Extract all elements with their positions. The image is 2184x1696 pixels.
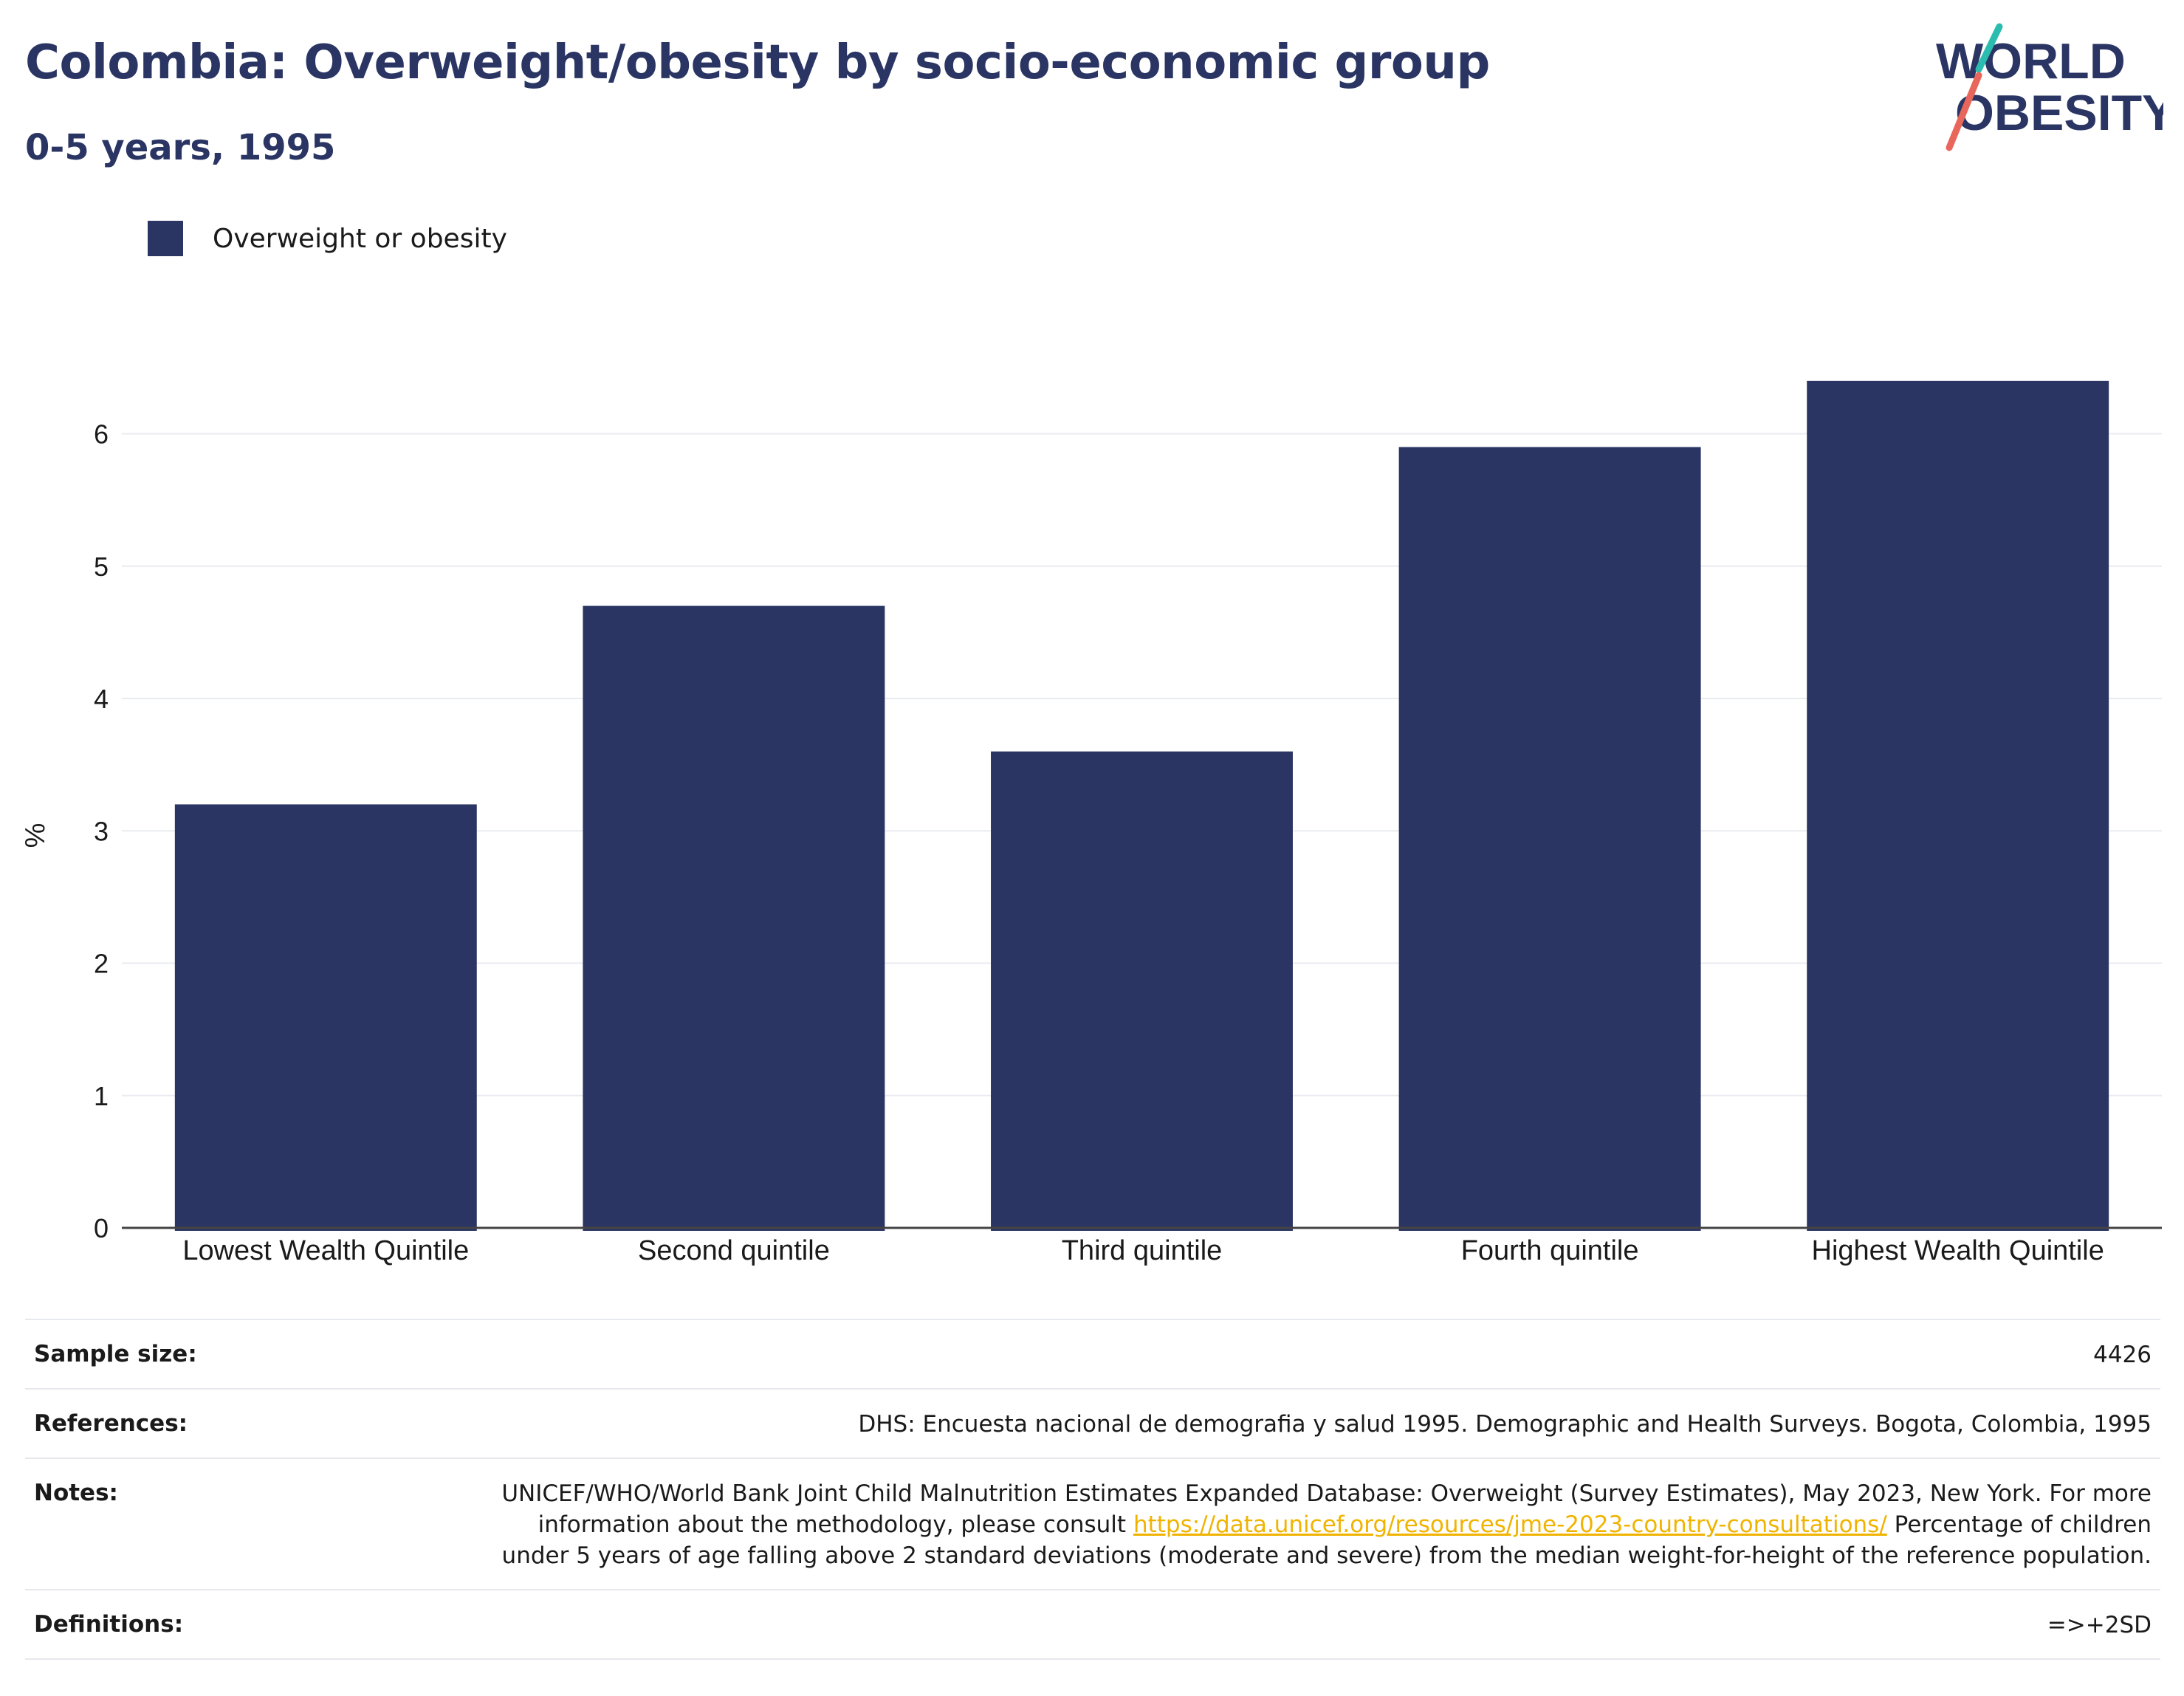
references-row: References: DHS: Encuesta nacional de de… [25, 1388, 2160, 1458]
y-tick-label: 4 [94, 684, 109, 714]
x-tick-label: Lowest Wealth Quintile [182, 1235, 469, 1266]
y-tick-label: 1 [94, 1081, 109, 1111]
definitions-value: =>+2SD [2047, 1612, 2152, 1638]
bar[interactable] [991, 751, 1293, 1231]
info-table: Sample size: 4426 References: DHS: Encue… [25, 1319, 2160, 1660]
legend-label[interactable]: Overweight or obesity [213, 223, 507, 254]
sample-size-value: 4426 [2093, 1342, 2152, 1368]
definitions-row: Definitions: =>+2SD [25, 1589, 2160, 1660]
chart-title: Colombia: Overweight/obesity by socio-ec… [25, 35, 1490, 90]
x-tick-label: Second quintile [638, 1235, 830, 1266]
legend-swatch[interactable] [148, 221, 183, 256]
references-label: References: [34, 1410, 188, 1437]
x-tick-labels: Lowest Wealth Quintile Second quintile Thi… [182, 1235, 2104, 1266]
y-tick-label: 5 [94, 552, 109, 582]
x-tick-label: Highest Wealth Quintile [1812, 1235, 2104, 1266]
notes-text: UNICEF/WHO/World Bank Joint Child Malnut… [501, 1480, 2152, 1538]
bars [174, 380, 2109, 1231]
notes-row: Notes: UNICEF/WHO/World Bank Joint Child… [25, 1458, 2160, 1589]
x-tick-label: Third quintile [1062, 1235, 1223, 1266]
notes-text-continued: Percentage of children under 5 years of … [501, 1511, 2152, 1569]
legend: Overweight or obesity [148, 220, 507, 257]
y-tick-label: 6 [94, 419, 109, 450]
sample-size-row: Sample size: 4426 [25, 1319, 2160, 1388]
sample-size-label: Sample size: [34, 1341, 197, 1367]
methodology-link[interactable]: https://data.unicef.org/resources/jme-20… [1133, 1511, 1887, 1538]
logo-slash-bottom [1946, 72, 1982, 151]
logo-word-world: WORLD [1936, 33, 2126, 89]
world-obesity-logo: WORLD OBESITY [1936, 23, 2163, 151]
y-tick-labels: 0 1 2 3 4 5 6 [94, 419, 109, 1243]
bar-chart: 0 1 2 3 4 5 6 Lowest Wealth Quintile Second qui… [20, 380, 2162, 1266]
logo-slash-top [1975, 23, 2003, 73]
notes-value: UNICEF/WHO/World Bank Joint Child Malnut… [25, 1459, 2160, 1589]
definitions-label: Definitions: [34, 1611, 184, 1638]
chart-subtitle: 0-5 years, 1995 [25, 127, 336, 168]
bar[interactable] [1807, 380, 2109, 1231]
logo-word-obesity: OBESITY [1955, 85, 2163, 141]
bar[interactable] [583, 605, 885, 1231]
references-value: DHS: Encuesta nacional de demografia y s… [858, 1411, 2152, 1438]
bar[interactable] [1398, 447, 1701, 1231]
y-tick-label: 0 [94, 1213, 109, 1243]
x-tick-label: Fourth quintile [1461, 1235, 1639, 1266]
y-tick-label: 3 [94, 816, 109, 846]
y-tick-label: 2 [94, 949, 109, 979]
notes-label: Notes: [34, 1480, 118, 1506]
y-axis-title: % [20, 823, 51, 848]
bar[interactable] [174, 804, 477, 1231]
